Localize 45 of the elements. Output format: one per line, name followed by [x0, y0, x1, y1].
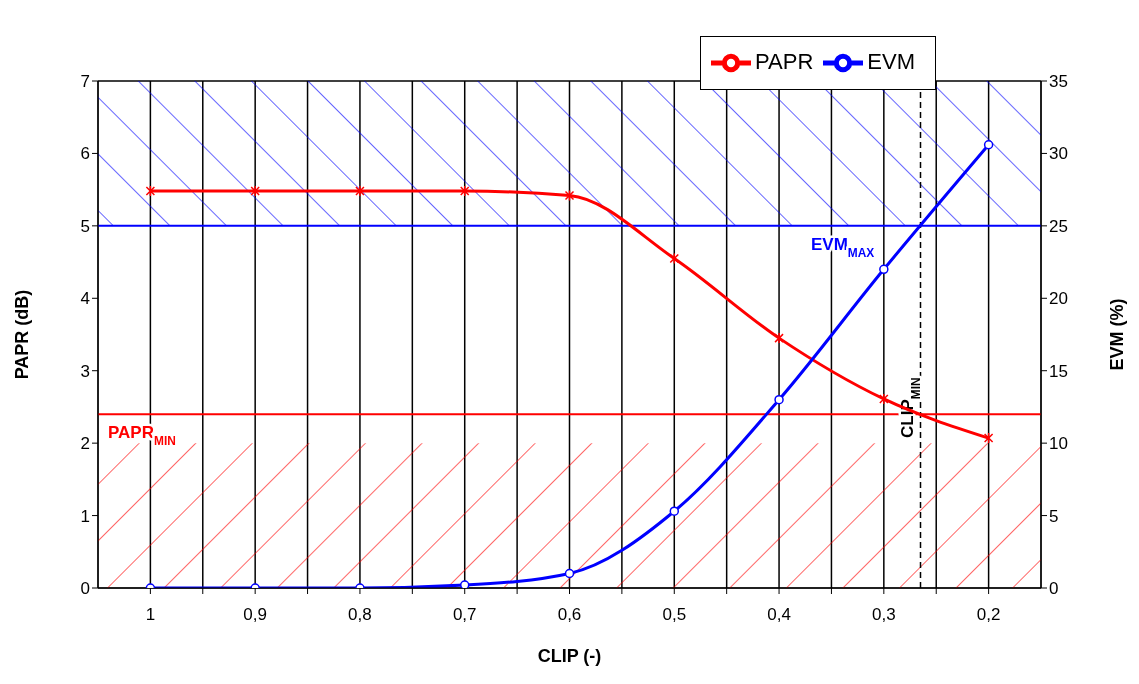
x-tick-label: 0,4 — [767, 605, 791, 625]
point — [669, 252, 680, 265]
y2-tick-label: 30 — [1049, 144, 1068, 164]
y-tick-label: 0 — [80, 579, 90, 599]
point — [774, 332, 784, 344]
y-axis-title: PAPR (dB) — [12, 289, 33, 380]
point — [879, 393, 889, 405]
point — [459, 185, 470, 197]
point — [459, 580, 470, 588]
point — [879, 264, 889, 275]
y2-axis-title: EVM (%) — [1107, 298, 1128, 371]
y2-tick-label: 10 — [1049, 434, 1068, 454]
point — [145, 185, 156, 197]
legend-label: PAPR — [755, 48, 814, 74]
y2-tick-label: 20 — [1049, 289, 1068, 309]
y2-tick-label: 15 — [1049, 361, 1068, 381]
point — [774, 394, 784, 405]
x-tick-label: 0,6 — [557, 605, 582, 625]
y2-tick-label: 0 — [1049, 579, 1059, 599]
point — [983, 432, 994, 444]
y2-tick-label: 25 — [1049, 216, 1068, 236]
point — [564, 568, 575, 579]
y-tick-label: 1 — [80, 506, 90, 526]
y-tick-label: 2 — [80, 434, 90, 454]
x-tick-label: 0,8 — [348, 605, 372, 625]
point — [355, 185, 365, 197]
y2-tick-label: 5 — [1049, 506, 1059, 526]
x-tick-label: 0,7 — [452, 605, 477, 625]
x-tick-label: 0,9 — [243, 605, 267, 625]
y-tick-label: 3 — [80, 361, 90, 381]
y2-tick-label: 35 — [1049, 72, 1068, 92]
y-tick-label: 5 — [80, 216, 90, 236]
y-tick-label: 4 — [80, 289, 90, 309]
x-axis-title: CLIP (-) — [537, 646, 602, 666]
point — [564, 189, 575, 202]
point — [250, 185, 260, 197]
x-tick-label: 0,3 — [872, 605, 896, 625]
x-tick-label: 0,2 — [976, 605, 1001, 625]
point — [983, 139, 994, 150]
point — [669, 506, 680, 516]
legend-label: EVM — [867, 48, 915, 74]
x-tick-label: 0,5 — [662, 605, 687, 625]
x-tick-label: 1 — [145, 605, 156, 625]
y-tick-label: 7 — [80, 72, 90, 92]
y-tick-label: 6 — [80, 144, 90, 164]
